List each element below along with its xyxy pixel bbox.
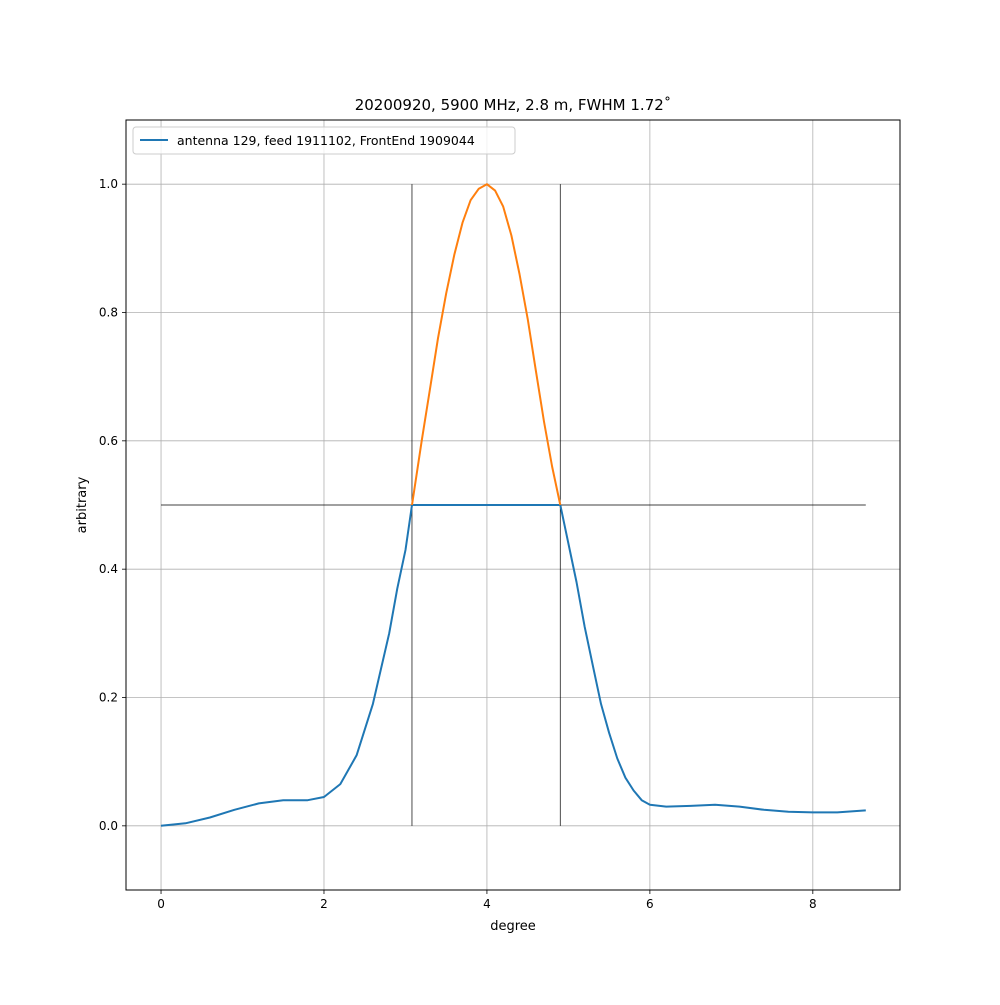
series-layer [160,183,866,827]
series-line-antenna [160,504,866,827]
y-tick-label: 0.2 [99,691,118,705]
legend-box [132,126,516,155]
tick-layer: 0 2 4 6 8 0.0 0.2 0.4 0.6 0.8 1.0 [99,177,817,911]
y-axis-label: arbitrary [75,476,90,533]
chart-title: 20200920, 5900 MHz, 2.8 m, FWHM 1.72˚ [355,96,672,114]
legend: antenna 129, feed 1911102, FrontEnd 1909… [132,126,516,155]
x-tick-label: 4 [483,897,491,911]
x-axis-label: degree [490,919,536,934]
x-tick-label: 2 [320,897,328,911]
y-tick-label: 1.0 [99,177,118,191]
legend-entry-label: antenna 129, feed 1911102, FrontEnd 1909… [177,133,475,148]
axes-frame [125,119,901,891]
y-tick-label: 0.0 [99,819,118,833]
y-tick-label: 0.4 [99,562,118,576]
x-tick-label: 0 [157,897,165,911]
x-tick-label: 8 [809,897,817,911]
series-line-main-beam [411,183,562,506]
y-tick-label: 0.6 [99,434,118,448]
y-tick-label: 0.8 [99,306,118,320]
x-tick-label: 6 [646,897,654,911]
